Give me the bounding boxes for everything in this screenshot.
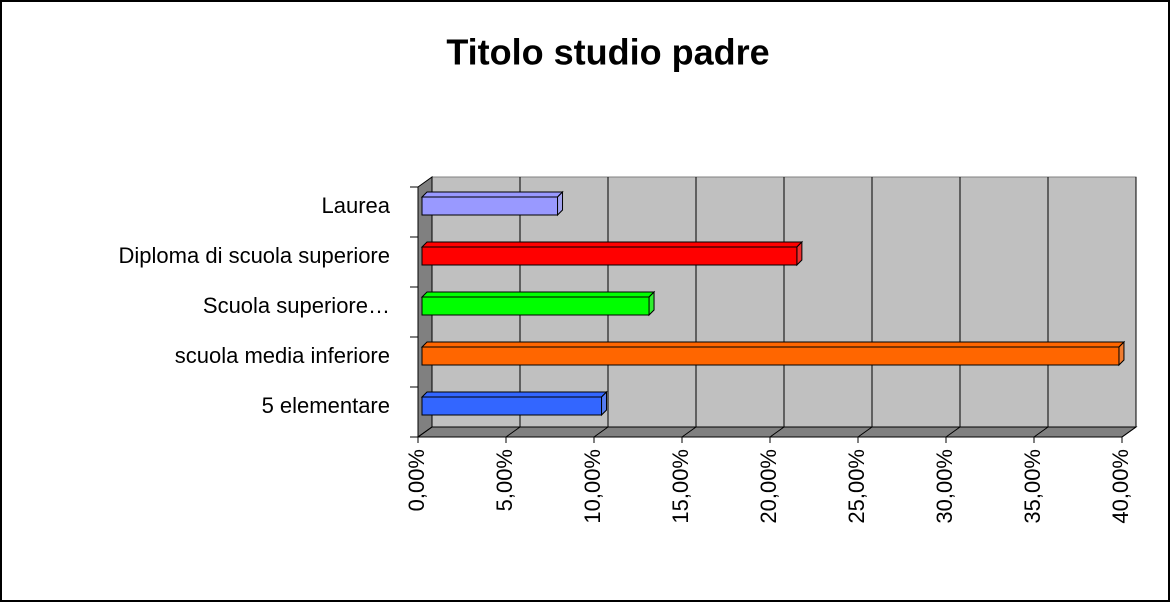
x-tick-label: 25,00% — [844, 449, 869, 524]
x-tick-label: 10,00% — [580, 449, 605, 524]
bar-top — [420, 191, 564, 198]
bar-top — [420, 341, 1126, 348]
grid-line-floor — [593, 426, 609, 438]
bar — [421, 396, 603, 416]
grid-line-floor — [769, 426, 785, 438]
grid-line-floor — [505, 426, 521, 438]
grid-line-floor — [1121, 426, 1137, 438]
x-tick-label: 5,00% — [492, 449, 517, 511]
grid-line-floor — [681, 426, 697, 438]
x-tick-label: 15,00% — [668, 449, 693, 524]
x-tick-label: 20,00% — [756, 449, 781, 524]
bar-top — [420, 241, 804, 248]
x-tick-label: 0,00% — [404, 449, 429, 511]
bar — [421, 246, 798, 266]
bar-top — [420, 391, 608, 398]
y-tick-label: Scuola superiore… — [203, 293, 390, 318]
y-tick-label: scuola media inferiore — [175, 343, 390, 368]
grid-line-floor — [1033, 426, 1049, 438]
x-tick-label: 40,00% — [1108, 449, 1133, 524]
grid-line-floor — [417, 426, 433, 438]
y-tick-label: Diploma di scuola superiore — [119, 243, 390, 268]
chart-title: Titolo studio padre — [446, 32, 769, 73]
grid-line-floor — [945, 426, 961, 438]
x-tick-label: 35,00% — [1020, 449, 1045, 524]
grid-line-floor — [857, 426, 873, 438]
y-tick-label: 5 elementare — [262, 393, 390, 418]
bar — [421, 296, 650, 316]
bar — [421, 196, 559, 216]
bar-top — [420, 291, 656, 298]
y-tick-label: Laurea — [321, 193, 390, 218]
bar — [421, 346, 1120, 366]
x-tick-label: 30,00% — [932, 449, 957, 524]
